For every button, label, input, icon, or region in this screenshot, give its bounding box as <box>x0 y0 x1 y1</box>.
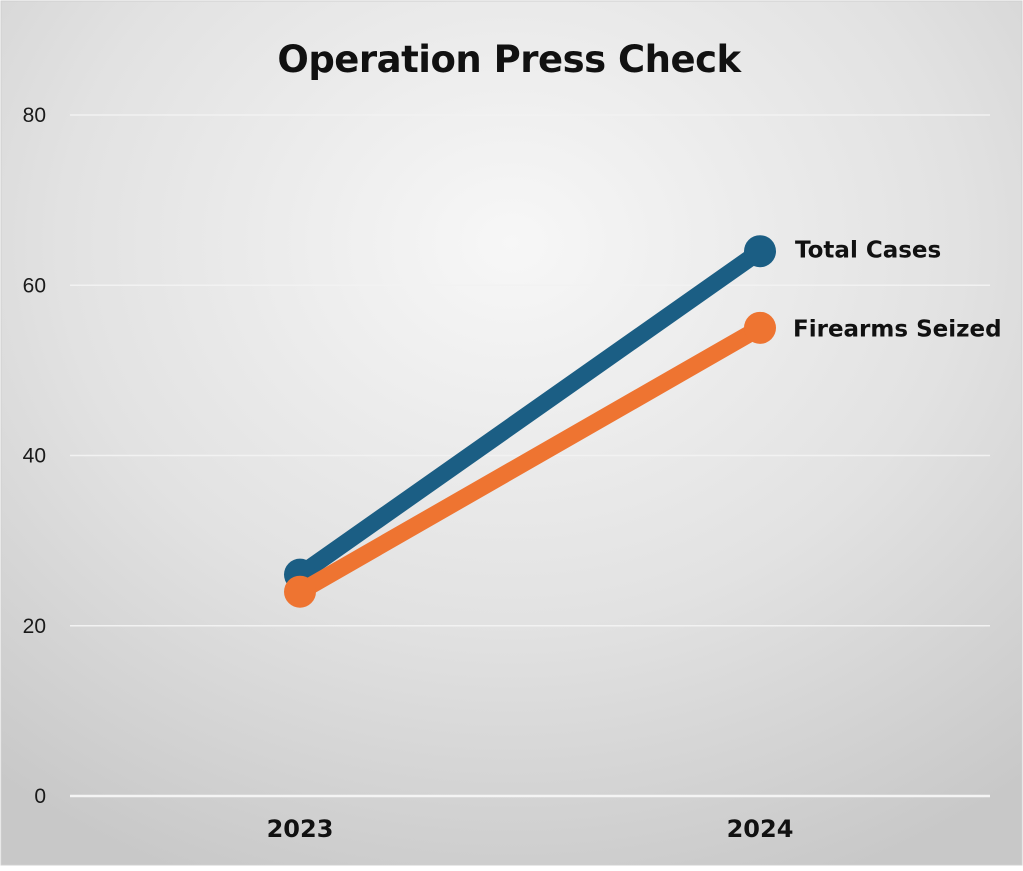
series-1 <box>284 311 776 608</box>
x-axis: 2023 2024 <box>267 815 794 843</box>
y-tick-label: 0 <box>34 785 46 808</box>
series-line <box>291 319 769 601</box>
series-line <box>291 242 769 584</box>
y-tick-label: 80 <box>23 104 46 127</box>
gridlines <box>70 114 990 798</box>
data-point <box>284 575 316 608</box>
y-tick-label: 60 <box>23 274 46 297</box>
x-tick-label: 2024 <box>727 815 794 843</box>
data-point <box>744 235 776 268</box>
y-axis: 0 20 40 60 80 <box>23 104 46 808</box>
y-tick-label: 20 <box>23 615 46 638</box>
y-tick-label: 40 <box>23 445 46 468</box>
data-point <box>744 311 776 344</box>
series-label: Firearms Seized <box>793 316 1002 342</box>
x-tick-label: 2023 <box>267 815 334 843</box>
series-lines <box>284 235 776 608</box>
series-labels: Total Cases Firearms Seized <box>793 238 1002 343</box>
chart-title: Operation Press Check <box>277 38 742 81</box>
series-label: Total Cases <box>795 238 941 264</box>
